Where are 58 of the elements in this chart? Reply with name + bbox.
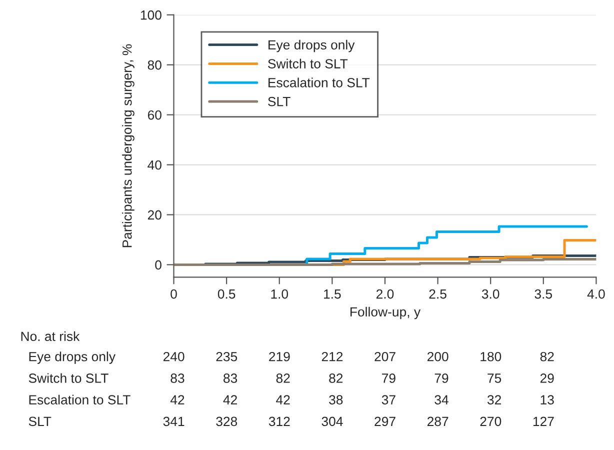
text: 235 [216, 352, 238, 362]
text: 32 [487, 395, 501, 404]
x-axis-title: Follow-up, y [350, 306, 421, 320]
text: 180 [480, 352, 502, 362]
text: 200 [427, 352, 448, 362]
x-tick-label: 1.5 [324, 289, 341, 299]
text: 82 [276, 374, 290, 383]
text: 29 [540, 374, 554, 383]
text: No. at risk [21, 331, 80, 342]
x-tick-label: 1.0 [271, 289, 288, 299]
text: Switch to SLT [28, 373, 108, 383]
text: 212 [322, 352, 343, 362]
text: 83 [170, 374, 184, 383]
x-tick-label: 2.5 [429, 289, 446, 299]
x-tick-label: 4.0 [587, 289, 605, 299]
text: 83 [224, 374, 238, 383]
x-tick-label: 0.5 [218, 289, 236, 299]
x-tick-label: 0 [170, 289, 177, 299]
text: 304 [322, 416, 343, 426]
text: 240 [163, 352, 184, 362]
y-axis-title: Participants undergoing surgery, % [122, 44, 134, 248]
text: 127 [533, 416, 554, 426]
x-tick-label: 3.0 [482, 289, 500, 299]
text: 219 [269, 352, 290, 362]
text: 82 [540, 352, 554, 362]
text: 75 [488, 374, 502, 383]
text: 207 [374, 352, 396, 362]
text: 341 [163, 416, 184, 426]
text: 79 [434, 374, 448, 383]
legend-label: Eye drops only [268, 40, 355, 52]
y-tick-label: 80 [148, 60, 162, 70]
y-tick-label: 40 [148, 160, 162, 170]
text: 42 [276, 395, 290, 404]
x-tick-label: 3.5 [534, 289, 552, 299]
text: Escalation to SLT [29, 394, 130, 404]
text: 37 [382, 395, 396, 404]
y-tick-label: 0 [155, 260, 162, 270]
text: 13 [540, 395, 554, 404]
text: 270 [480, 416, 502, 426]
text: 82 [329, 374, 343, 383]
text: 42 [170, 395, 184, 404]
text: 79 [382, 374, 396, 383]
y-tick-label: 60 [148, 110, 162, 120]
legend-label: Switch to SLT [268, 58, 348, 68]
text: 42 [223, 395, 237, 404]
text: 287 [427, 416, 448, 426]
text: 328 [216, 416, 238, 426]
text: Eye drops only [29, 352, 116, 364]
text: 34 [434, 395, 448, 404]
y-tick-label: 20 [148, 210, 162, 220]
text: 312 [268, 416, 290, 426]
legend-label: Escalation to SLT [268, 78, 370, 88]
y-tick-label: 100 [140, 10, 162, 20]
text: 38 [329, 395, 343, 404]
legend-label: SLT [268, 96, 290, 106]
text: SLT [28, 416, 52, 426]
text: 297 [374, 416, 396, 426]
x-tick-label: 2.0 [376, 289, 394, 299]
